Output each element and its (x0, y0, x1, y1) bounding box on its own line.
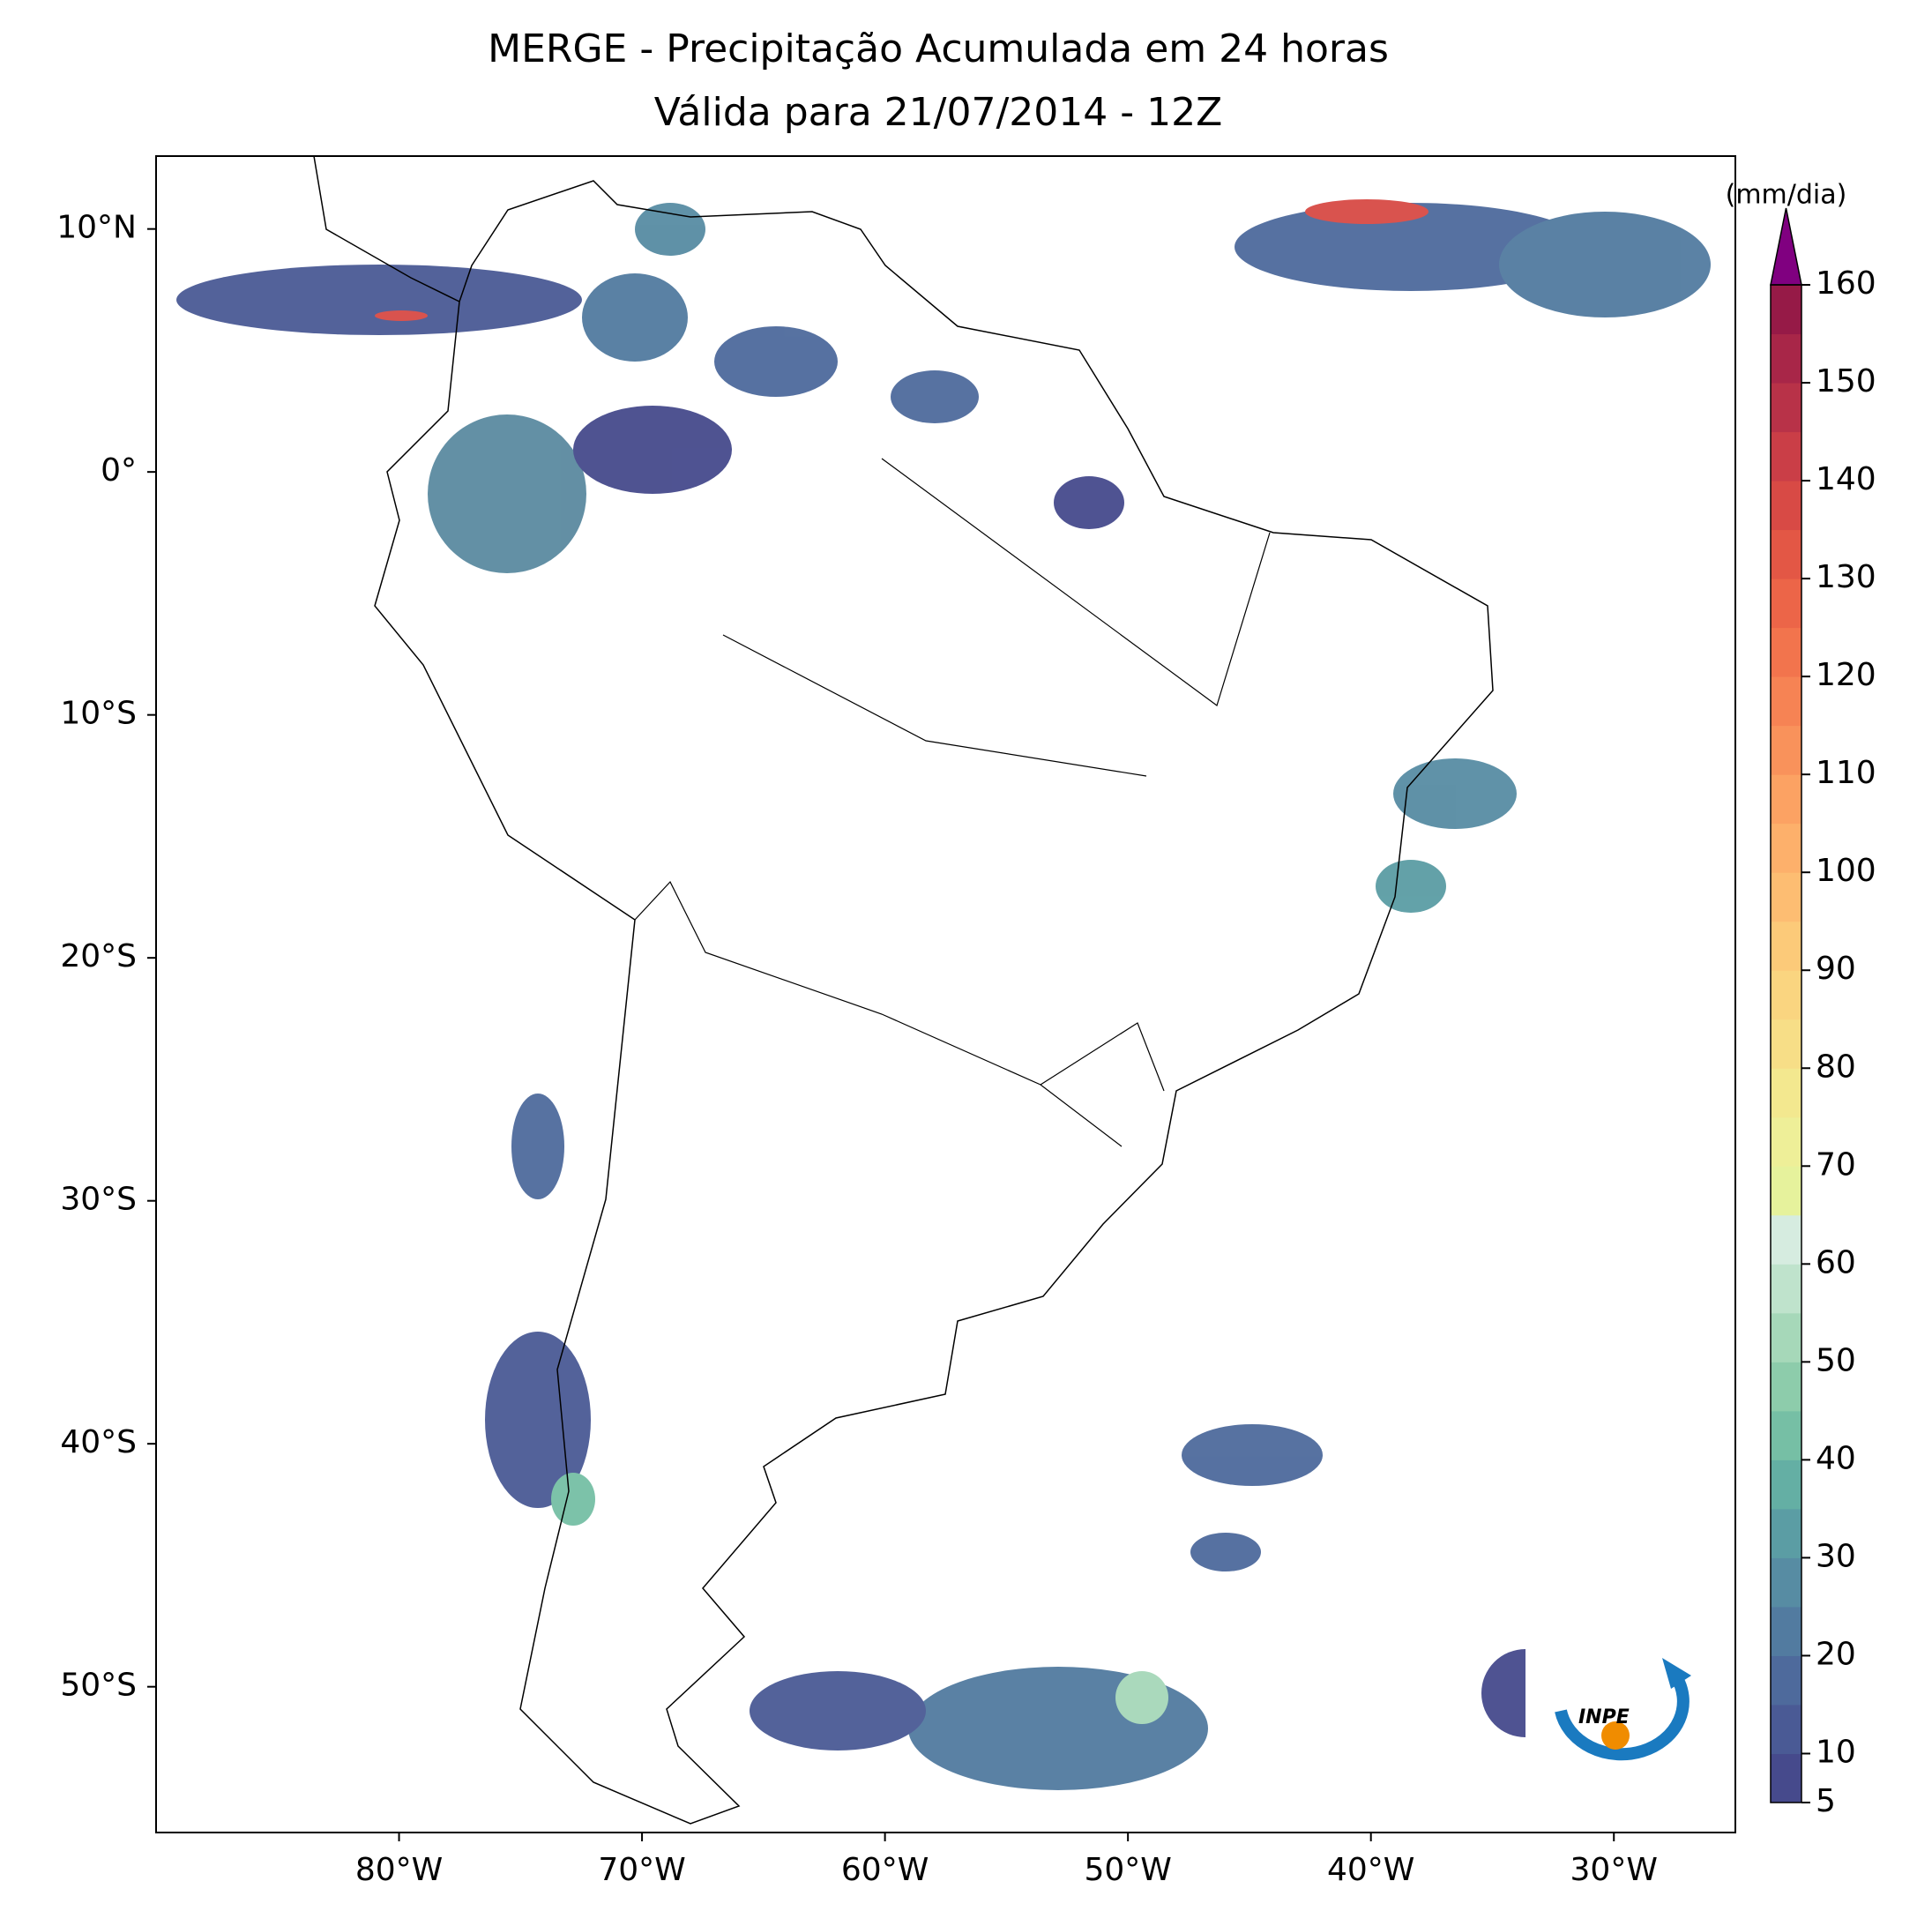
map-frame (155, 155, 1736, 1833)
colorbar-band (1771, 431, 1801, 481)
colorbar-band (1771, 1019, 1801, 1069)
colorbar-band (1771, 1606, 1801, 1656)
map-area (176, 156, 1711, 1825)
colorbar-tick-label: 50 (1816, 1342, 1856, 1378)
colorbar-band (1771, 1068, 1801, 1118)
colorbar-band (1771, 529, 1801, 579)
colorbar-tick-label: 80 (1816, 1049, 1856, 1085)
x-tick-label: 80°W (355, 1852, 443, 1888)
colorbar-band (1771, 383, 1801, 433)
colorbar-band (1771, 676, 1801, 727)
y-tick-label: 40°S (60, 1424, 137, 1460)
y-tick-label: 10°S (60, 696, 137, 732)
colorbar-band (1771, 1557, 1801, 1608)
colorbar-band (1771, 1508, 1801, 1558)
colorbar-tick-label: 160 (1816, 265, 1876, 302)
colorbar-band (1771, 627, 1801, 677)
x-tick-label: 40°W (1327, 1852, 1414, 1888)
colorbar-tick-label: 10 (1816, 1734, 1856, 1770)
colorbar-band (1771, 774, 1801, 825)
colorbar-band (1771, 285, 1801, 335)
colorbar-band (1771, 725, 1801, 775)
colorbar-frame (1770, 284, 1802, 1803)
precipitation (176, 199, 1711, 1790)
colorbar-band (1771, 1459, 1801, 1510)
colorbar-band (1771, 1116, 1801, 1167)
colorbar-tick-label: 150 (1816, 363, 1876, 399)
colorbar-band (1771, 1312, 1801, 1362)
colorbar-band (1771, 1214, 1801, 1265)
y-tick-label: 50°S (60, 1668, 137, 1704)
colorbar-band (1771, 823, 1801, 873)
colorbar-tick-label: 70 (1816, 1146, 1856, 1183)
colorbar-tick-label: 140 (1816, 461, 1876, 497)
colorbar-band (1771, 1655, 1801, 1706)
colorbar-band (1771, 481, 1801, 531)
colorbar-tick-label: 90 (1816, 951, 1856, 987)
colorbar-band (1771, 1362, 1801, 1412)
colorbar-band (1771, 1753, 1801, 1803)
colorbar-extend (1770, 207, 1802, 286)
logo: INPE (1525, 1623, 1711, 1781)
y-tick-label: 10°N (56, 210, 137, 246)
y-tick-label: 30°S (60, 1182, 137, 1218)
x-tick-label: 60°W (841, 1852, 929, 1888)
colorbar-tick-label: 40 (1816, 1440, 1856, 1476)
x-tick-label: 70°W (598, 1852, 685, 1888)
colorbar-band (1771, 1704, 1801, 1754)
colorbar-band (1771, 970, 1801, 1020)
y-tick-label: 20°S (60, 938, 137, 974)
colorbar-label: (mm/dia) (1726, 180, 1847, 211)
colorbar-tick-label: 130 (1816, 559, 1876, 595)
colorbar-band (1771, 921, 1801, 971)
colorbar-tick-label: 5 (1816, 1783, 1836, 1819)
colorbar-tick-label: 110 (1816, 755, 1876, 791)
x-tick-label: 50°W (1084, 1852, 1171, 1888)
logo-text: INPE (1578, 1706, 1630, 1728)
colorbar-tick-label: 100 (1816, 853, 1876, 889)
colorbar-band (1771, 1410, 1801, 1460)
title: MERGE - Precipitação Acumulada em 24 hor… (488, 26, 1389, 71)
borders (634, 458, 1271, 1147)
colorbar-band (1771, 1166, 1801, 1216)
colorbar-band (1771, 579, 1801, 629)
colorbar-band (1771, 872, 1801, 922)
subtitle: Válida para 21/07/2014 - 12Z (654, 90, 1223, 135)
coastline (313, 156, 1494, 1825)
colorbar-tick-label: 20 (1816, 1636, 1856, 1672)
y-tick-label: 0° (101, 452, 137, 489)
colorbar-band (1771, 333, 1801, 384)
colorbar-tick-label: 60 (1816, 1244, 1856, 1280)
colorbar-band (1771, 1264, 1801, 1314)
colorbar-tick-label: 30 (1816, 1538, 1856, 1574)
x-tick-label: 30°W (1570, 1852, 1658, 1888)
colorbar-tick-label: 120 (1816, 657, 1876, 693)
